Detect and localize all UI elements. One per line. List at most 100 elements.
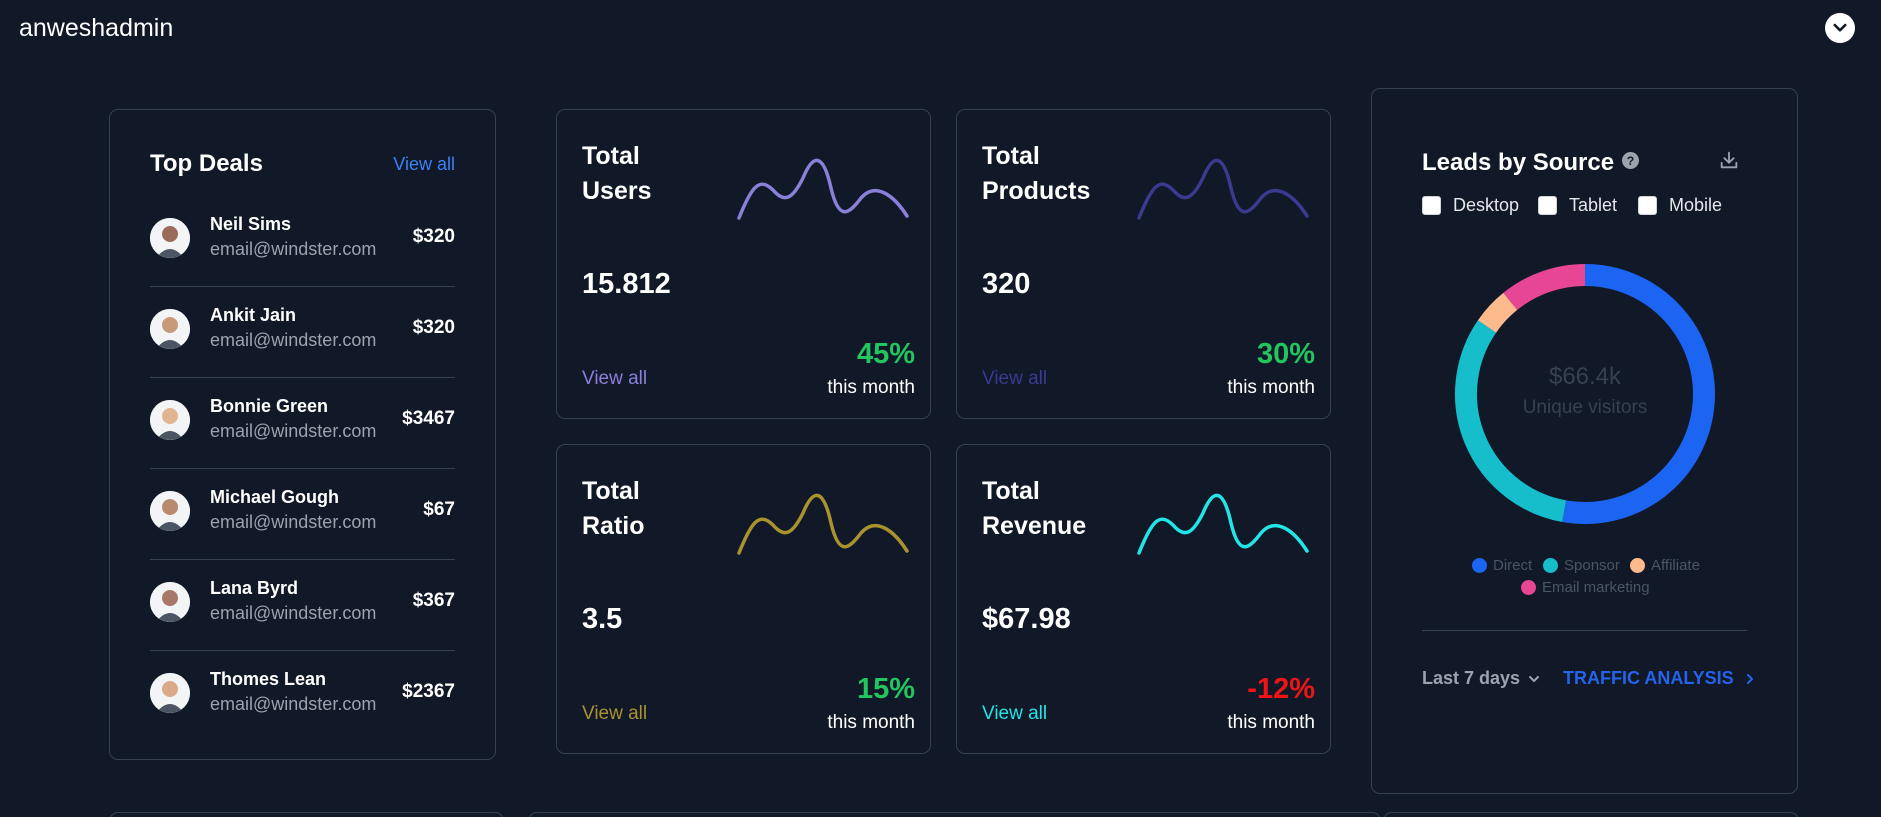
deal-row[interactable]: Michael Gough email@windster.com $67 [150, 469, 455, 560]
deal-name: Neil Sims [210, 214, 292, 234]
stat-subtext: this month [1227, 712, 1315, 733]
stat-title: Total Revenue [982, 474, 1142, 544]
desktop-checkbox[interactable] [1422, 195, 1441, 215]
period-dropdown[interactable]: Last 7 days [1422, 668, 1542, 689]
deal-row[interactable]: Ankit Jain email@windster.com $320 [150, 287, 455, 378]
bottom-card-2 [528, 812, 1381, 817]
avatar [150, 491, 190, 531]
period-label: Last 7 days [1422, 668, 1521, 688]
stat-value: 15.812 [582, 268, 671, 300]
avatar [150, 582, 190, 622]
stat-view-all-link[interactable]: View all [982, 368, 1048, 389]
legend-dot-email-marketing [1521, 580, 1536, 595]
deal-name: Lana Byrd [210, 578, 299, 598]
filter-tablet[interactable]: Tablet [1538, 193, 1617, 217]
avatar [150, 673, 190, 713]
stat-title-line1: Total [982, 477, 1040, 505]
avatar [150, 400, 190, 440]
stat-view-all-link[interactable]: View all [582, 368, 648, 389]
avatar-icon [150, 491, 190, 531]
deal-amount: $2367 [402, 681, 455, 702]
deal-row[interactable]: Bonnie Green email@windster.com $3467 [150, 378, 455, 469]
deal-name: Michael Gough [210, 487, 340, 507]
avatar-icon [150, 673, 190, 713]
mobile-checkbox[interactable] [1638, 195, 1657, 215]
deal-name: Thomes Lean [210, 669, 327, 689]
stat-card-total-ratio: Total Ratio 3.5 View all 15% this month [556, 444, 931, 754]
sparkline [737, 493, 909, 555]
stat-subtext: this month [827, 377, 915, 398]
stat-subtext: this month [827, 712, 915, 733]
avatar-icon [150, 218, 190, 258]
filter-mobile[interactable]: Mobile [1638, 193, 1722, 217]
deal-amount: $367 [412, 590, 455, 611]
legend-dot-sponsor [1543, 558, 1558, 573]
top-bar: anweshadmin [0, 0, 1881, 60]
stat-percent: 45% [856, 338, 915, 370]
deal-name: Ankit Jain [210, 305, 297, 325]
stat-percent: -12% [1247, 673, 1315, 705]
donut-slice-email-marketing[interactable] [1503, 264, 1586, 311]
avatar-icon [150, 400, 190, 440]
stat-title: Total Ratio [582, 474, 742, 544]
stat-title-line2: Revenue [982, 512, 1087, 540]
stat-value: $67.98 [982, 603, 1071, 635]
tablet-checkbox[interactable] [1538, 195, 1557, 215]
stat-card-total-users: Total Users 15.812 View all 45% this month [556, 109, 931, 419]
stat-title: Total Users [582, 139, 742, 209]
donut-slice-direct[interactable] [1562, 264, 1715, 524]
deal-row[interactable]: Lana Byrd email@windster.com $367 [150, 560, 455, 651]
avatar [150, 218, 190, 258]
legend-label-email-marketing: Email marketing [1542, 579, 1650, 596]
stat-view-all-link[interactable]: View all [982, 703, 1048, 724]
legend-dot-direct [1472, 558, 1487, 573]
legend-label-sponsor: Sponsor [1564, 557, 1620, 574]
stat-title-line2: Products [982, 177, 1091, 205]
download-icon[interactable] [1718, 149, 1740, 171]
stat-value: 3.5 [582, 603, 623, 635]
stat-title-line1: Total [982, 142, 1040, 170]
deal-email: email@windster.com [210, 512, 377, 532]
deal-row[interactable]: Neil Sims email@windster.com $320 [150, 196, 455, 287]
legend-affiliate[interactable]: Affiliate [1630, 557, 1700, 574]
stat-value: 320 [982, 268, 1031, 300]
filter-desktop[interactable]: Desktop [1422, 193, 1519, 217]
traffic-analysis-link[interactable]: TRAFFIC ANALYSIS [1563, 668, 1758, 689]
donut-slice-affiliate[interactable] [1477, 292, 1518, 334]
legend-sponsor[interactable]: Sponsor [1543, 557, 1620, 574]
top-deals-title: Top Deals [150, 150, 263, 177]
deal-email: email@windster.com [210, 694, 377, 714]
stat-percent: 15% [856, 673, 915, 705]
deal-amount: $320 [412, 226, 455, 247]
user-menu-toggle[interactable] [1825, 13, 1855, 43]
legend-label-affiliate: Affiliate [1651, 557, 1700, 574]
legend-label-direct: Direct [1493, 557, 1533, 574]
stat-title: Total Products [982, 139, 1142, 209]
top-deals-view-all-link[interactable]: View all [393, 154, 455, 174]
deal-row[interactable]: Thomes Lean email@windster.com $2367 [150, 651, 455, 742]
leads-divider [1422, 630, 1747, 631]
legend-email-marketing[interactable]: Email marketing [1521, 579, 1650, 596]
leads-donut-chart [1455, 264, 1715, 524]
chevron-right-icon [1746, 673, 1753, 684]
stat-card-total-revenue: Total Revenue $67.98 View all -12% this month [956, 444, 1331, 754]
traffic-analysis-label: TRAFFIC ANALYSIS [1563, 668, 1734, 688]
chevron-down-icon [1529, 675, 1540, 682]
brand-name: anweshadmin [19, 14, 174, 42]
donut-slice-sponsor[interactable] [1455, 320, 1567, 522]
deal-amount: $3467 [402, 408, 455, 429]
avatar [150, 309, 190, 349]
leads-by-source-card: Leads by Source ? Desktop Tablet Mobile … [1371, 88, 1798, 794]
mobile-label: Mobile [1669, 194, 1723, 215]
stat-subtext: this month [1227, 377, 1315, 398]
top-deals-card: Top Deals View all Neil Sims email@windst… [109, 109, 496, 760]
donut-center-label: Unique visitors [1522, 397, 1648, 418]
deal-email: email@windster.com [210, 239, 377, 259]
stat-view-all-link[interactable]: View all [582, 703, 648, 724]
bottom-card-3 [1383, 812, 1799, 817]
avatar-icon [150, 582, 190, 622]
question-icon[interactable]: ? [1622, 152, 1639, 169]
legend-direct[interactable]: Direct [1472, 557, 1532, 574]
tablet-label: Tablet [1569, 194, 1618, 215]
sparkline [1137, 493, 1309, 555]
